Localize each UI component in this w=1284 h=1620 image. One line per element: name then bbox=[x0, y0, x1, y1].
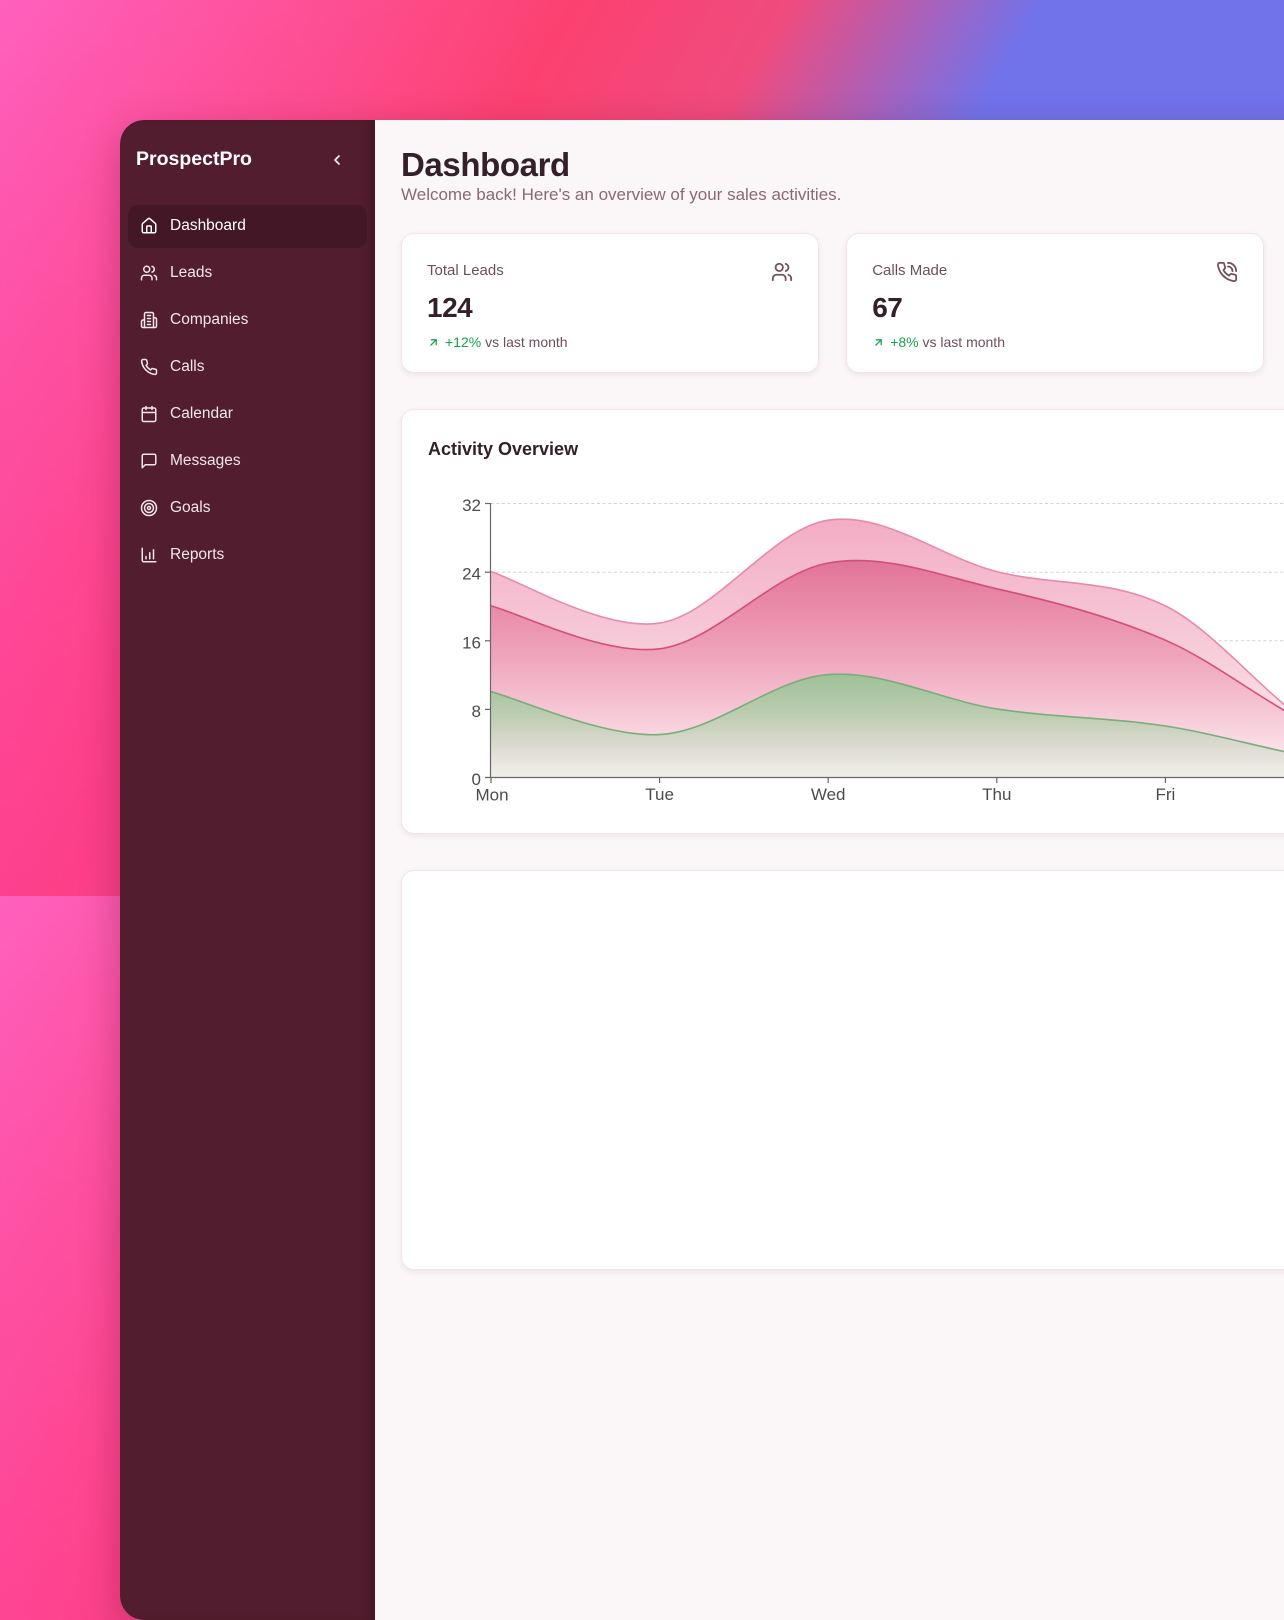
svg-text:Thu: Thu bbox=[982, 785, 1011, 804]
svg-text:16: 16 bbox=[462, 633, 481, 652]
svg-text:32: 32 bbox=[462, 496, 481, 515]
svg-text:Wed: Wed bbox=[811, 785, 846, 804]
svg-text:Fri: Fri bbox=[1155, 785, 1175, 804]
svg-text:Tue: Tue bbox=[645, 785, 674, 804]
svg-text:8: 8 bbox=[472, 702, 481, 721]
svg-text:24: 24 bbox=[462, 565, 481, 584]
svg-text:0: 0 bbox=[472, 770, 481, 789]
svg-text:Mon: Mon bbox=[475, 786, 508, 805]
